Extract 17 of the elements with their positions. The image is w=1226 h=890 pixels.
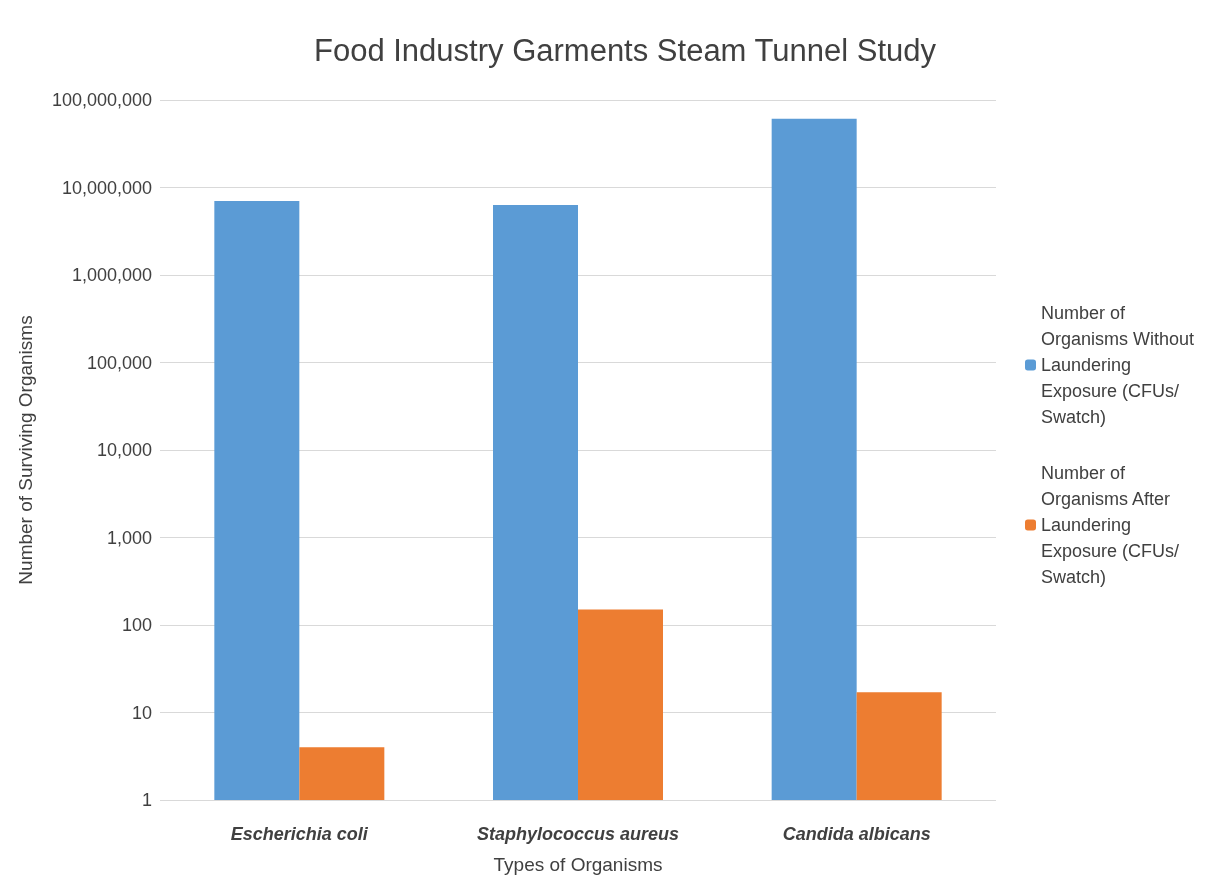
y-tick-label: 100,000 [86,352,152,373]
y-tick-label: 1,000,000 [71,265,152,285]
y-axis-title: Number of Surviving Organisms [15,315,36,585]
x-axis-title: Types of Organisms [493,854,663,875]
legend-label: Number of Organisms After Laundering Exposure (CFUs/Swatch) [1041,463,1180,587]
y-tick-label: 10,000 [96,440,152,460]
y-tick-label: 10 [131,702,152,723]
x-tick-label: Staphylococcus aureus [476,824,680,844]
legend-label: Number of Organisms Without Laundering Exposure (CFUs/Swatch) [1041,303,1200,427]
y-tick-label: 1,000 [106,527,152,548]
x-tick-label: Escherichia coli [230,824,369,844]
y-tick-label: 1 [141,790,152,810]
x-tick-label: Candida albicans [782,824,931,844]
y-tick-label: 100 [121,615,152,635]
y-tick-label: 10,000,000 [61,177,152,198]
y-tick-label: 100,000,000 [51,90,152,110]
chart-title: Food Industry Garments Steam Tunnel Study [313,33,937,68]
